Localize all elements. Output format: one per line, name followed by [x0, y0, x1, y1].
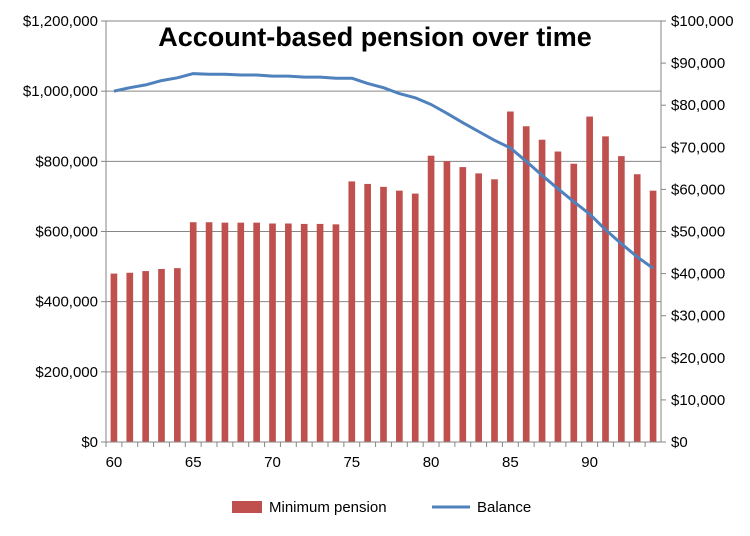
x-tick-label: 90	[581, 454, 598, 471]
bar	[364, 183, 371, 442]
right-tick-label: $60,000	[671, 181, 725, 198]
x-tick-label: 85	[502, 454, 519, 471]
legend-label-minimum-pension: Minimum pension	[269, 499, 387, 516]
bar	[396, 190, 403, 442]
bar	[189, 222, 197, 442]
right-tick-label: $0	[671, 434, 688, 451]
bar	[380, 186, 387, 442]
bar	[443, 161, 451, 442]
bar	[316, 223, 324, 442]
bar	[411, 193, 419, 442]
left-tick-label: $600,000	[35, 224, 98, 241]
bar	[126, 272, 134, 442]
legend-swatch-minimum-pension	[232, 501, 262, 513]
bar	[221, 222, 229, 442]
bar	[586, 116, 593, 442]
bar	[158, 268, 165, 442]
right-tick-label: $20,000	[671, 350, 725, 367]
bar	[237, 222, 245, 442]
right-tick-label: $10,000	[671, 392, 725, 409]
bar	[475, 173, 482, 443]
bar	[253, 222, 260, 442]
bar	[142, 271, 149, 442]
bar	[570, 163, 578, 442]
bar	[554, 151, 562, 442]
left-tick-label: $1,000,000	[23, 83, 98, 100]
bar	[269, 223, 276, 442]
line-series	[113, 72, 654, 270]
bar	[348, 181, 356, 442]
bar	[174, 268, 181, 442]
bar	[618, 156, 625, 443]
x-tick-label: 60	[106, 454, 123, 471]
bar	[522, 126, 530, 442]
bar	[491, 179, 498, 442]
left-tick-label: $0	[81, 434, 98, 451]
bar	[633, 174, 641, 442]
right-tick-label: $40,000	[671, 266, 725, 283]
bar	[427, 155, 435, 442]
left-tick-label: $400,000	[35, 294, 98, 311]
balance-line	[113, 72, 654, 270]
bar-series	[110, 111, 657, 443]
bar	[205, 222, 213, 442]
bar	[507, 111, 514, 442]
bar	[285, 223, 292, 442]
bar	[110, 273, 118, 442]
bar	[300, 223, 308, 442]
right-tick-label: $50,000	[671, 224, 725, 241]
legend-label-balance: Balance	[477, 499, 531, 516]
right-tick-label: $100,000	[671, 13, 734, 30]
axes	[101, 20, 666, 447]
legend: Minimum pension Balance	[232, 499, 531, 516]
right-tick-label: $90,000	[671, 55, 725, 72]
x-tick-label: 80	[423, 454, 440, 471]
bar	[649, 190, 657, 442]
bar	[332, 224, 340, 442]
bar	[538, 139, 546, 443]
x-tick-label: 70	[264, 454, 281, 471]
right-tick-label: $80,000	[671, 97, 725, 114]
right-tick-label: $70,000	[671, 139, 725, 156]
tick-labels: $0 $200,000 $400,000 $600,000 $800,000 $1,000…	[23, 13, 734, 471]
x-tick-label: 65	[185, 454, 202, 471]
left-tick-label: $1,200,000	[23, 13, 98, 30]
chart-title: Account-based pension over time	[158, 22, 592, 52]
right-tick-label: $30,000	[671, 308, 725, 325]
x-tick-label: 75	[343, 454, 360, 471]
left-tick-label: $800,000	[35, 153, 98, 170]
bar	[459, 167, 467, 442]
bar	[602, 136, 609, 442]
left-tick-label: $200,000	[35, 364, 98, 381]
